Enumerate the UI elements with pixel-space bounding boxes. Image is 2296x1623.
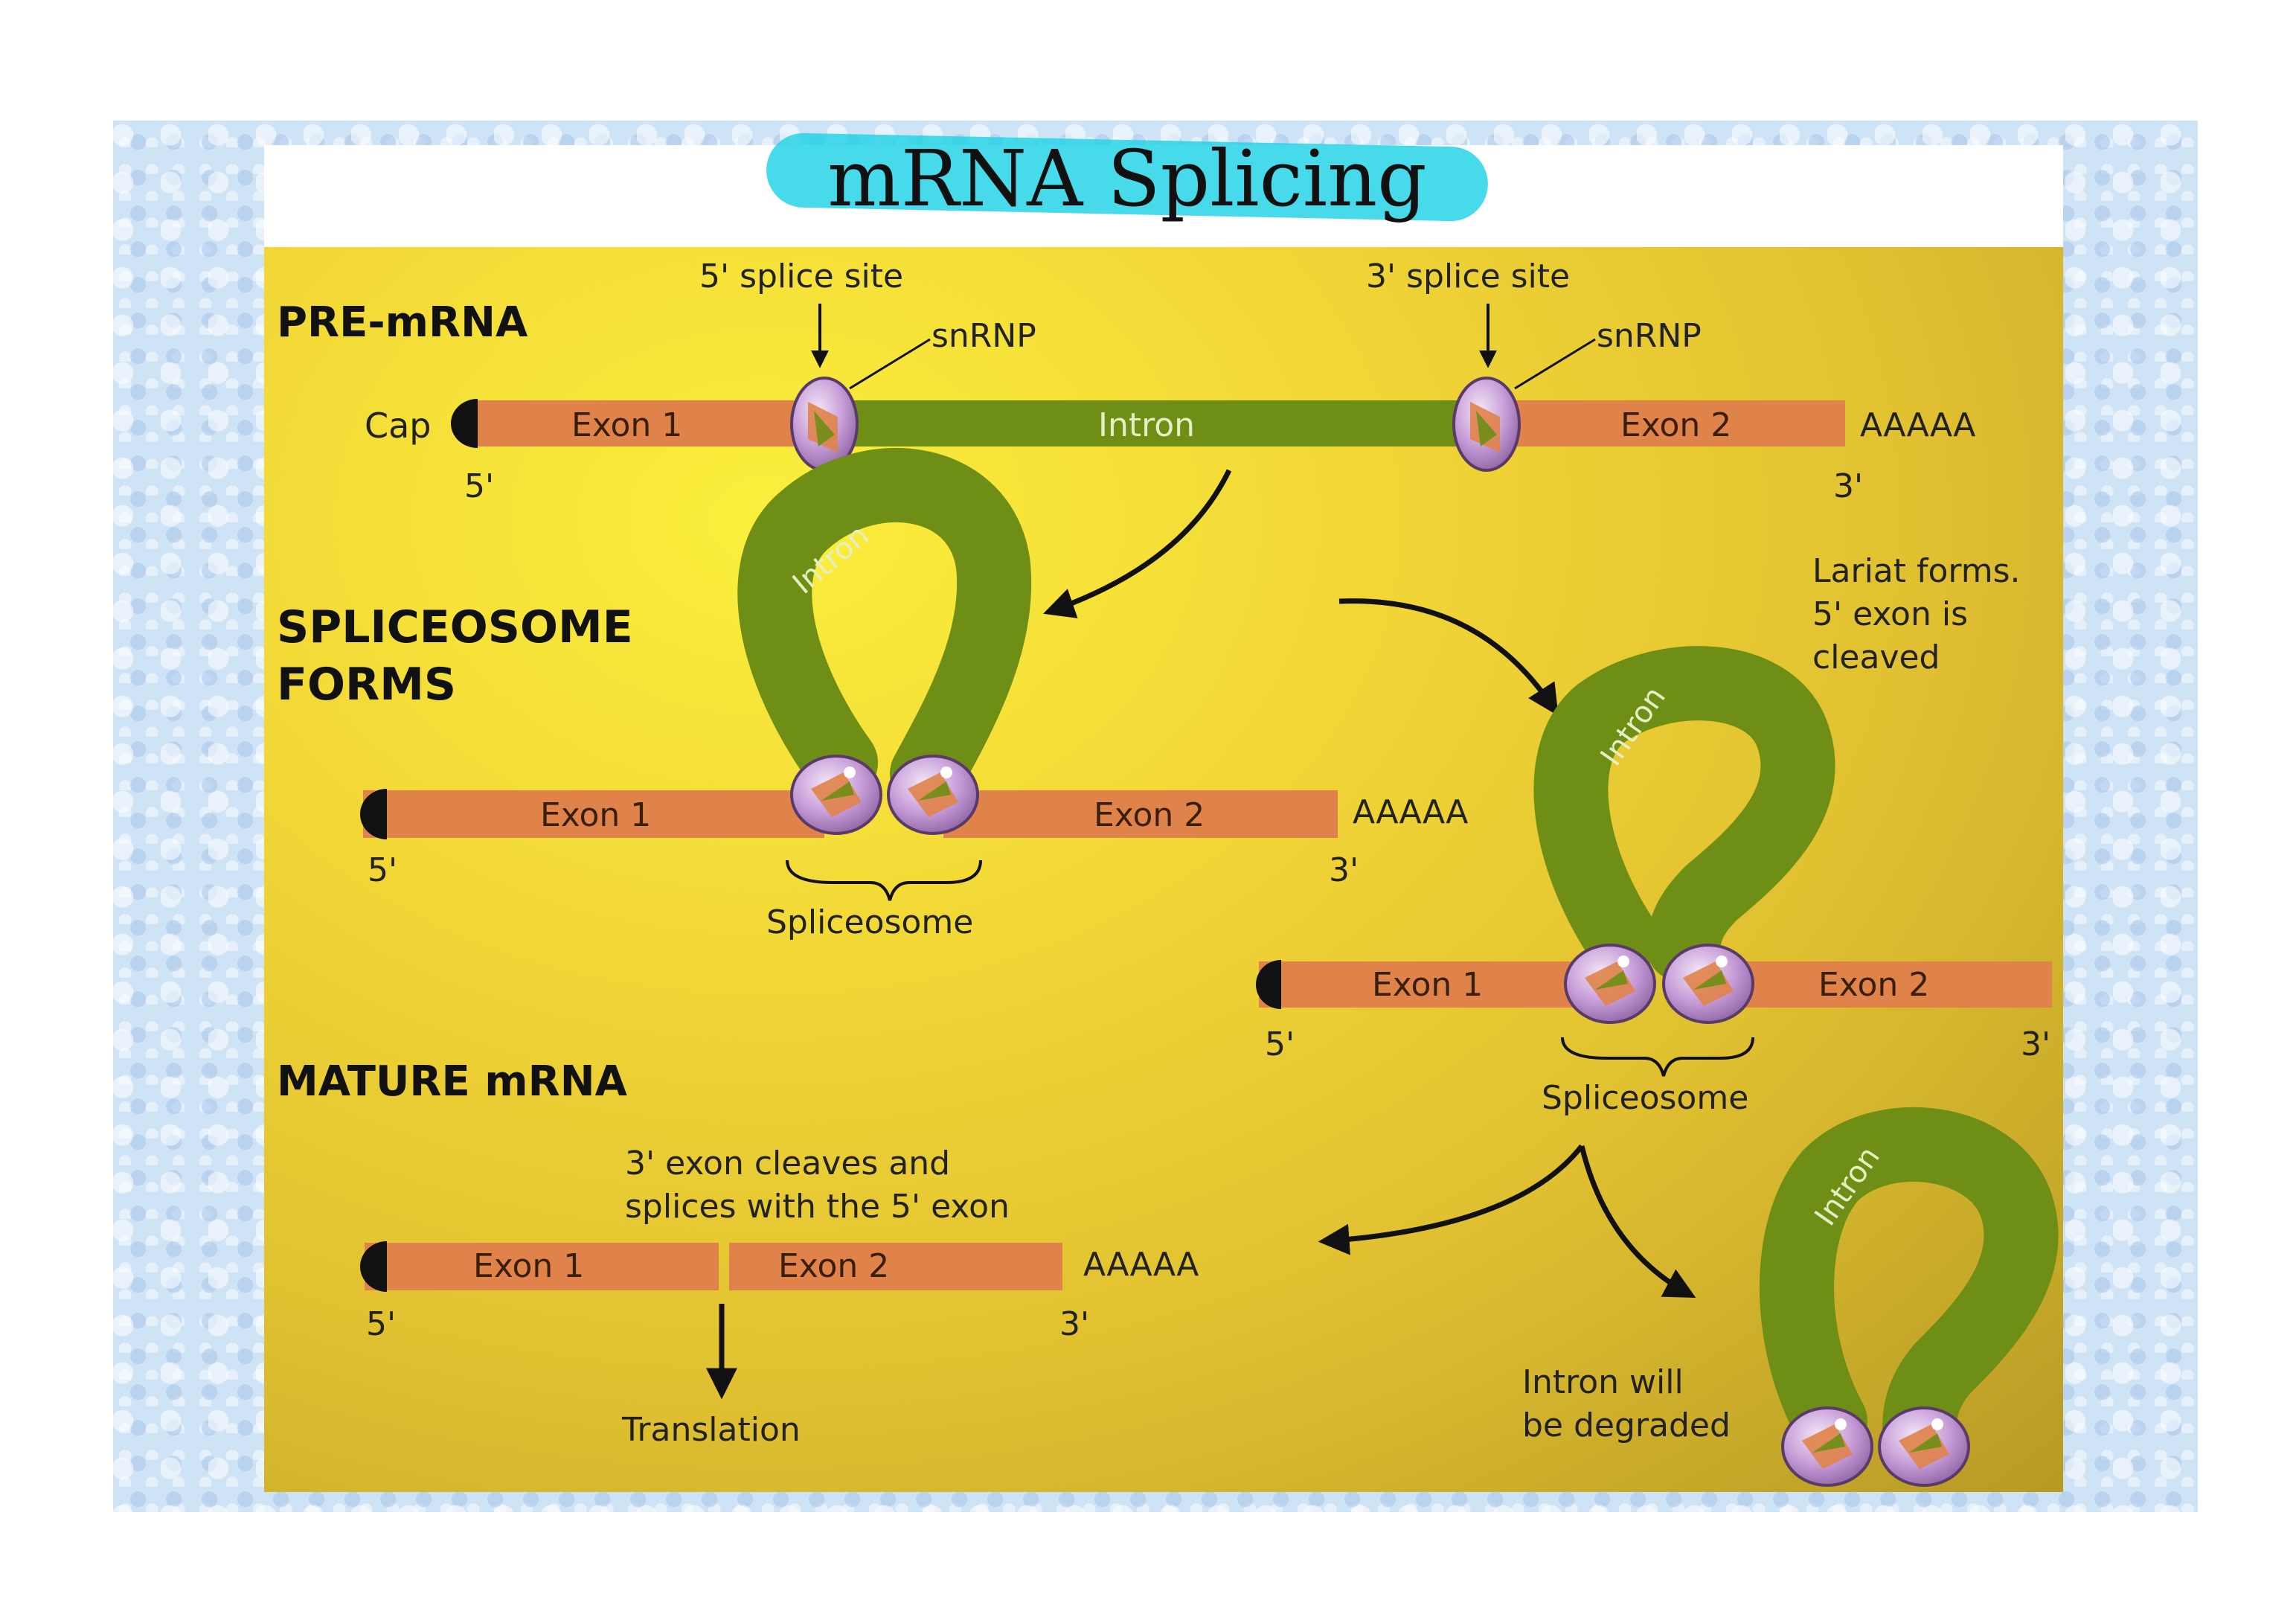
stage2-spliceosome-brace (786, 859, 982, 901)
lariat-spliceosome-label: Spliceosome (1542, 1079, 1748, 1117)
lariat-note-line2: 5' exon is (1812, 595, 1968, 633)
five-splice-site-label: 5' splice site (699, 257, 903, 295)
snrnp-3-leader (1514, 338, 1596, 390)
mature-exon1-bar (365, 1243, 719, 1290)
translation-label: Translation (621, 1411, 801, 1449)
pre-polya-label: AAAAA (1860, 406, 1975, 444)
stage2-spliceosome-label: Spliceosome (766, 903, 973, 941)
stage2-exon2-bar (943, 790, 1338, 838)
pre-cap-icon (451, 399, 478, 448)
stage2-exon1-bar (363, 790, 824, 838)
pre-exon2-label: Exon 2 (1620, 406, 1731, 444)
lariat-five-prime-label: 5' (1265, 1025, 1295, 1063)
snrnp-3prime-icon (1452, 377, 1521, 472)
heading-spliceosome-forms-2: FORMS (277, 659, 456, 711)
stage2-cap-icon (360, 789, 387, 839)
lariat-exon1-bar (1259, 961, 1586, 1008)
mature-exon2-label: Exon 2 (778, 1247, 889, 1285)
three-splice-site-label: 3' splice site (1366, 257, 1570, 295)
pre-exon2-bar (1473, 400, 1845, 446)
mature-exon1-label: Exon 1 (473, 1247, 584, 1285)
mature-note-line2: splices with the 5' exon (625, 1188, 1010, 1226)
lariat-stage-strand (1256, 646, 2052, 1024)
lariat-intron-loop (1533, 646, 1835, 982)
slide-title: mRNA Splicing (827, 133, 1427, 224)
pre-cap-label: Cap (365, 406, 432, 446)
arrow-to-lariat (1338, 598, 1559, 717)
pre-mrna-strand (451, 377, 1845, 472)
mature-note-line1: 3' exon cleaves and (625, 1145, 950, 1182)
stage2-exon1-label: Exon 1 (540, 796, 651, 834)
arrow-to-degraded (1579, 1145, 1696, 1298)
mature-strand (360, 1241, 1062, 1292)
mature-five-prime-label: 5' (366, 1305, 396, 1343)
lariat-exon1-label: Exon 1 (1372, 966, 1483, 1004)
degraded-snrnp-right-icon (1878, 1406, 1970, 1487)
heading-mature-mrna: MATURE mRNA (277, 1057, 628, 1106)
pre-intron-label: Intron (1098, 406, 1195, 444)
stage2-three-prime-label: 3' (1329, 851, 1359, 889)
pre-intron-bar (796, 400, 1473, 446)
snrnp-5-label: snRNP (931, 317, 1036, 355)
heading-spliceosome-forms-1: SPLICEOSOME (277, 601, 633, 653)
degraded-intron-loop (1760, 1107, 2059, 1466)
spliceosome-stage-strand (360, 448, 1338, 839)
stage2-snrnp-right-icon (887, 755, 979, 835)
lariat-exon2-label: Exon 2 (1818, 966, 1929, 1004)
snrnp-3-label: snRNP (1597, 317, 1702, 355)
degraded-note-line2: be degraded (1522, 1406, 1731, 1444)
heading-pre-mrna: PRE-mRNA (277, 298, 528, 347)
mature-exon2-bar (729, 1243, 1062, 1290)
mature-three-prime-label: 3' (1059, 1305, 1089, 1343)
stage2-five-prime-label: 5' (368, 851, 397, 889)
lariat-exon2-bar (1737, 961, 2052, 1008)
stage2-intron-loop (737, 448, 1032, 811)
pre-exon1-label: Exon 1 (571, 406, 682, 444)
stage2-exon2-label: Exon 2 (1094, 796, 1205, 834)
pre-exon1-bar (469, 400, 796, 446)
degraded-note-line1: Intron will (1522, 1363, 1684, 1401)
lariat-three-prime-label: 3' (2021, 1025, 2050, 1063)
lariat-snrnp-left-icon (1564, 944, 1656, 1024)
degraded-intron (1760, 1107, 2059, 1487)
pre-five-prime-label: 5' (464, 467, 494, 505)
pre-three-prime-label: 3' (1833, 467, 1863, 505)
mature-cap-icon (360, 1241, 387, 1292)
mature-polya-label: AAAAA (1083, 1246, 1199, 1284)
lariat-cap-icon (1256, 960, 1281, 1009)
stage2-snrnp-left-icon (790, 755, 882, 835)
arrow-to-spliceosome (1043, 469, 1232, 618)
degraded-snrnp-left-icon (1781, 1406, 1873, 1487)
lariat-spliceosome-brace (1561, 1037, 1754, 1077)
lariat-note-line3: cleaved (1812, 638, 1940, 676)
stage2-polya-label: AAAAA (1353, 793, 1468, 831)
lariat-note-line1: Lariat forms. (1812, 552, 2021, 590)
snrnp-5-leader (849, 338, 931, 390)
arrow-to-mature (1318, 1144, 1584, 1255)
lariat-snrnp-right-icon (1662, 944, 1754, 1024)
